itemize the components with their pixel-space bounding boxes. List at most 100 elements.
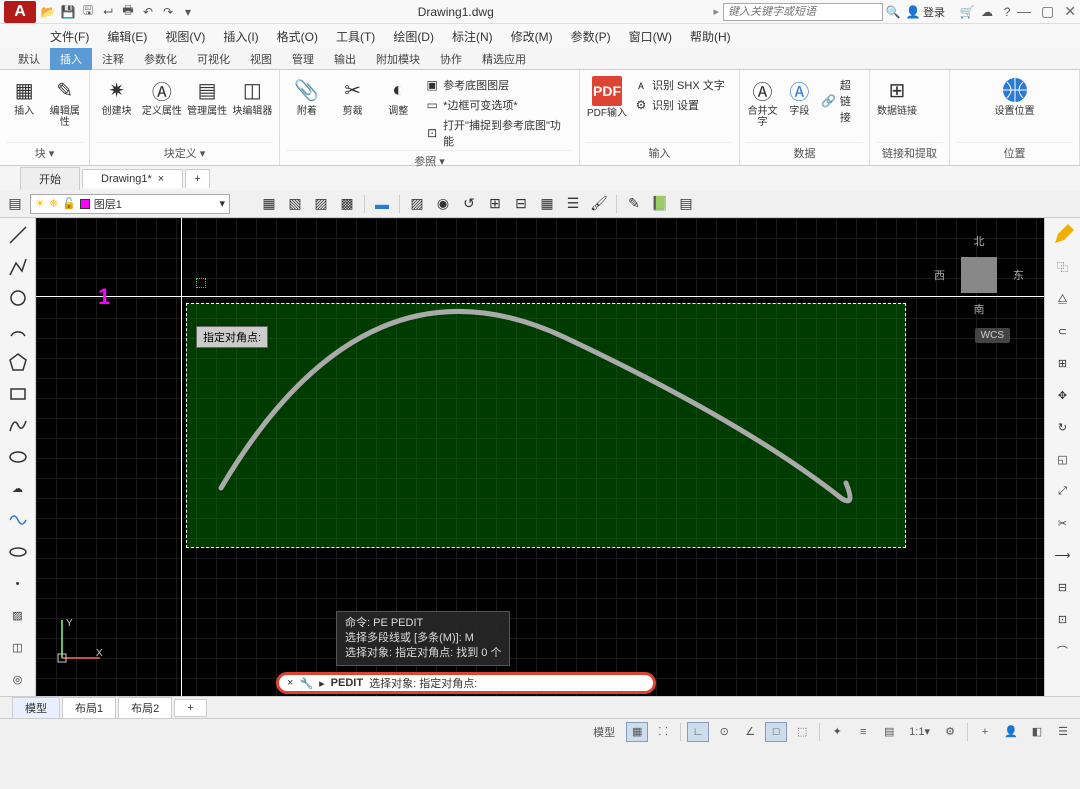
- layer-tool-3[interactable]: ▨: [310, 193, 332, 215]
- cloud-icon[interactable]: ☁: [978, 3, 996, 21]
- frame-option[interactable]: ▭*边框可变选项*: [423, 96, 573, 114]
- ribtab-7[interactable]: 输出: [324, 48, 366, 70]
- region-tool[interactable]: ◫: [5, 635, 31, 661]
- underlay-layers[interactable]: ▣参考底图图层: [423, 76, 573, 94]
- qat-more-icon[interactable]: ▾: [179, 3, 197, 21]
- maximize-icon[interactable]: ▢: [1041, 3, 1054, 20]
- field-button[interactable]: Ⓐ字段: [783, 76, 816, 117]
- tab-layout1[interactable]: 布局1: [62, 697, 116, 719]
- data-link-button[interactable]: ⊞数据链接: [876, 76, 918, 117]
- brush-icon[interactable]: 🖌: [588, 193, 610, 215]
- panel-title-block[interactable]: 块 ▾: [6, 142, 83, 163]
- qat-undo-icon[interactable]: ↶: [139, 3, 157, 21]
- layer-tool-4[interactable]: ▩: [336, 193, 358, 215]
- cart-icon[interactable]: 🛒: [958, 3, 976, 21]
- status-model[interactable]: 模型: [586, 722, 622, 742]
- status-bulb-icon[interactable]: ◧: [1026, 722, 1048, 742]
- ellipse2-tool[interactable]: [5, 539, 31, 565]
- fillet-tool[interactable]: ⌒: [1050, 638, 1076, 664]
- spline-tool[interactable]: [5, 412, 31, 438]
- ribtab-6[interactable]: 管理: [282, 48, 324, 70]
- qat-open-icon[interactable]: 📂: [39, 3, 57, 21]
- adjust-button[interactable]: ◐调整: [377, 76, 419, 117]
- polygon-tool[interactable]: [5, 349, 31, 375]
- ribtab-10[interactable]: 精选应用: [472, 48, 536, 70]
- menu-绘图[interactable]: 绘图(D): [393, 28, 434, 45]
- status-ortho-icon[interactable]: ∟: [687, 722, 709, 742]
- array-tool[interactable]: ⊞: [1050, 350, 1076, 376]
- ribtab-2[interactable]: 注释: [92, 48, 134, 70]
- status-polar-icon[interactable]: ⊙: [713, 722, 735, 742]
- menu-编辑[interactable]: 编辑(E): [107, 28, 147, 45]
- minimize-icon[interactable]: —: [1017, 3, 1031, 20]
- qat-print-icon[interactable]: 🖶: [119, 3, 137, 21]
- spline2-tool[interactable]: [5, 508, 31, 534]
- create-block-button[interactable]: ✷创建块: [96, 76, 137, 117]
- insert-button[interactable]: ▦插入: [6, 76, 43, 117]
- stack-icon[interactable]: ▤: [675, 193, 697, 215]
- stretch-tool[interactable]: ⤢: [1050, 478, 1076, 504]
- line-tool[interactable]: [5, 222, 31, 248]
- edit-icon[interactable]: ✎: [623, 193, 645, 215]
- point-tool[interactable]: •: [5, 571, 31, 597]
- search-input[interactable]: [723, 3, 883, 21]
- menu-插入[interactable]: 插入(I): [223, 28, 258, 45]
- layer-props-icon[interactable]: ▤: [4, 193, 26, 215]
- help-icon[interactable]: ?: [998, 3, 1016, 21]
- status-3dosnap-icon[interactable]: ⬚: [791, 722, 813, 742]
- table-icon[interactable]: ▦: [536, 193, 558, 215]
- select-icon[interactable]: ☰: [562, 193, 584, 215]
- join-tool[interactable]: ⊡: [1050, 606, 1076, 632]
- ribtab-5[interactable]: 视图: [240, 48, 282, 70]
- status-snap-icon[interactable]: ⸬: [652, 722, 674, 742]
- circle-tool[interactable]: [5, 285, 31, 311]
- status-iso-icon[interactable]: ∠: [739, 722, 761, 742]
- ribtab-0[interactable]: 默认: [8, 48, 50, 70]
- qat-saveall-icon[interactable]: 🖫: [79, 3, 97, 21]
- close-icon[interactable]: ✕: [1064, 3, 1076, 20]
- panel-title-ref[interactable]: 参照 ▾: [286, 150, 573, 171]
- ribtab-4[interactable]: 可视化: [187, 48, 240, 70]
- tab-close-icon[interactable]: ×: [158, 173, 164, 185]
- ellipse-tool[interactable]: [5, 444, 31, 470]
- tab-start[interactable]: 开始: [20, 167, 80, 190]
- status-scale[interactable]: 1:1▾: [904, 722, 935, 742]
- search-icon[interactable]: 🔍: [884, 3, 902, 21]
- menu-帮助[interactable]: 帮助(H): [690, 28, 731, 45]
- hatch-tool[interactable]: ▨: [5, 603, 31, 629]
- snap-underlay[interactable]: ⊡打开"捕捉到参考底图"功能: [423, 116, 573, 150]
- tab-model[interactable]: 模型: [12, 697, 60, 719]
- qat-share-icon[interactable]: ⮠: [99, 3, 117, 21]
- login-label[interactable]: 登录: [923, 4, 945, 20]
- pdf-import-button[interactable]: PDFPDF输入: [586, 76, 628, 119]
- rectangle-tool[interactable]: [5, 381, 31, 407]
- match-prop-icon[interactable]: ▬: [371, 193, 393, 215]
- tab-drawing1[interactable]: Drawing1*×: [82, 169, 183, 188]
- status-gear-icon[interactable]: ⚙: [939, 722, 961, 742]
- cmd-close-icon[interactable]: ×: [287, 677, 293, 689]
- status-plus-icon[interactable]: +: [974, 722, 996, 742]
- tab-layout2[interactable]: 布局2: [118, 697, 172, 719]
- menu-视图[interactable]: 视图(V): [165, 28, 205, 45]
- status-osnap-icon[interactable]: □: [765, 722, 787, 742]
- ungroup-icon[interactable]: ⊟: [510, 193, 532, 215]
- book-icon[interactable]: 📗: [649, 193, 671, 215]
- pencil-tool[interactable]: [1050, 222, 1076, 248]
- donut-tool[interactable]: ◎: [5, 666, 31, 692]
- attach-button[interactable]: 📎附着: [286, 76, 328, 117]
- menu-标注[interactable]: 标注(N): [452, 28, 493, 45]
- ribtab-8[interactable]: 附加模块: [366, 48, 430, 70]
- scale-tool[interactable]: ◱: [1050, 446, 1076, 472]
- drawing-canvas[interactable]: 指定对角点: 1 北 西东 南 WCS YX 命令: PE PEDIT 选择多段…: [36, 218, 1044, 696]
- wcs-label[interactable]: WCS: [975, 328, 1010, 343]
- ribtab-3[interactable]: 参数化: [134, 48, 187, 70]
- extend-tool[interactable]: ⟶: [1050, 542, 1076, 568]
- clip-button[interactable]: ✂剪裁: [332, 76, 374, 117]
- status-grid-icon[interactable]: ▦: [626, 722, 648, 742]
- status-person-icon[interactable]: 👤: [1000, 722, 1022, 742]
- copy-tool[interactable]: ⿻: [1050, 254, 1076, 280]
- status-dyn-icon[interactable]: ✦: [826, 722, 848, 742]
- tab-add-layout[interactable]: +: [174, 699, 206, 717]
- ribtab-1[interactable]: 插入: [50, 48, 92, 70]
- menu-窗口[interactable]: 窗口(W): [629, 28, 672, 45]
